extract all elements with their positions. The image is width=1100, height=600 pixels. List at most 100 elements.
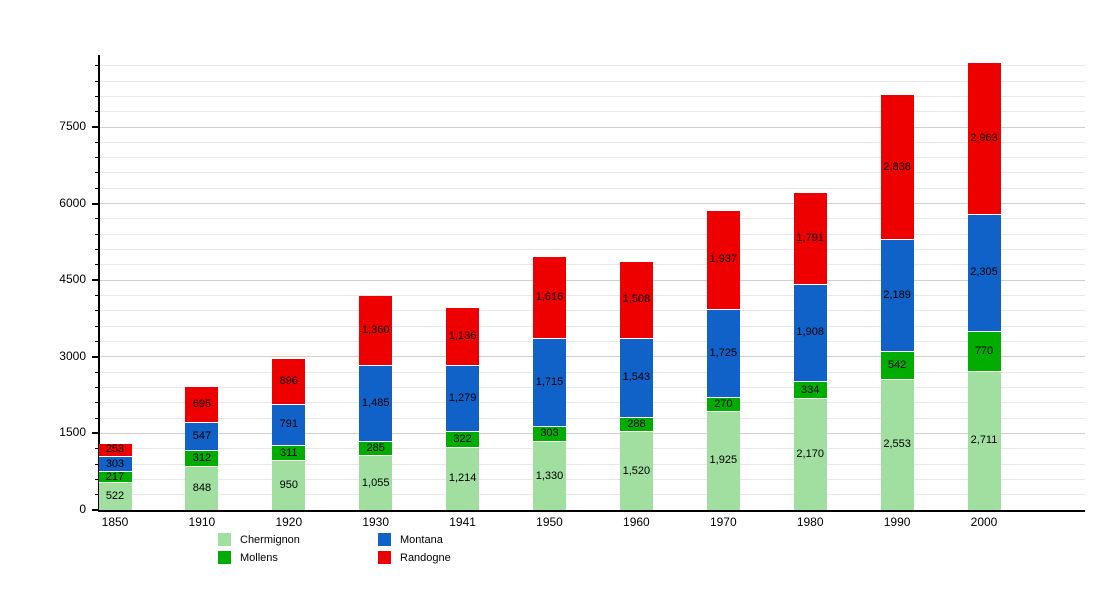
y-axis-tick	[92, 126, 98, 128]
x-tick-label: 2000	[970, 515, 998, 529]
legend-swatch-mollens	[218, 551, 231, 564]
bar-segment-randogne: 1,616	[533, 256, 566, 340]
gridline-major	[100, 356, 1085, 358]
bar-value-label: 2,170	[796, 448, 824, 461]
y-axis-line	[98, 55, 100, 512]
bar-value-label: 303	[540, 427, 559, 440]
gridline-minor	[100, 157, 1085, 159]
x-tick-label: 1941	[449, 515, 476, 529]
gridline-minor	[100, 172, 1085, 174]
x-tick-label: 1850	[101, 515, 129, 529]
y-axis-minor-tick	[95, 402, 98, 404]
bar-segment-mollens: 770	[967, 332, 1001, 372]
bar-segment-chermignon: 1,925	[706, 411, 740, 510]
bar-segment-mollens: 217	[98, 470, 132, 484]
bar-value-label: 770	[974, 344, 994, 357]
y-axis-minor-tick	[95, 478, 98, 480]
bar-value-label: 1,908	[796, 326, 824, 339]
bar-segment-mollens: 285	[359, 441, 393, 457]
x-tick-label: 1910	[188, 515, 216, 529]
bar-segment-randogne: 253	[98, 444, 132, 457]
y-axis-tick	[92, 509, 98, 511]
bar-value-label: 2,553	[883, 438, 911, 451]
gridline-minor	[100, 218, 1085, 220]
bar-value-label: 848	[192, 481, 212, 494]
bar-segment-randogne: 2,963	[967, 63, 1001, 215]
y-axis-minor-tick	[95, 340, 98, 342]
bar-value-label: 322	[453, 432, 472, 445]
bar-value-label: 1,520	[622, 464, 651, 477]
bar-segment-randogne: 1,360	[359, 296, 393, 366]
y-tick-label: 6000	[59, 195, 86, 210]
bar-value-label: 1,214	[448, 472, 477, 485]
bar-segment-randogne: 695	[185, 387, 219, 423]
bar-segment-mollens: 542	[880, 351, 914, 380]
bar-segment-montana: 1,715	[533, 339, 566, 427]
y-axis-minor-tick	[95, 141, 98, 143]
y-axis-tick	[92, 279, 98, 282]
gridline-major	[100, 432, 1085, 434]
gridline-minor	[100, 249, 1085, 251]
x-tick-label: 1950	[536, 515, 563, 529]
bar-segment-chermignon: 1,520	[619, 432, 653, 510]
gridline-minor	[100, 371, 1085, 373]
bar-segment-montana: 791	[272, 405, 306, 446]
bar-value-label: 1,055	[361, 476, 390, 489]
bar-value-label: 217	[105, 470, 125, 483]
bar-segment-mollens: 303	[533, 426, 566, 443]
gridline-minor	[100, 264, 1085, 266]
bar-value-label: 1,508	[622, 293, 651, 306]
bar-segment-montana: 1,485	[359, 365, 393, 442]
bar-value-label: 1,791	[796, 231, 824, 244]
y-axis-tick	[92, 202, 98, 205]
bar-value-label: 522	[105, 490, 125, 503]
bar-segment-mollens: 270	[706, 397, 740, 412]
bar-segment-chermignon: 522	[98, 483, 132, 510]
y-axis-minor-tick	[95, 448, 98, 450]
y-axis-minor-tick	[95, 157, 98, 159]
y-axis-minor-tick	[95, 172, 98, 174]
bar-value-label: 896	[279, 375, 298, 388]
bar-value-label: 1,360	[361, 324, 390, 336]
bar-segment-montana: 1,908	[793, 284, 827, 383]
bar-value-label: 695	[192, 398, 212, 411]
gridline-major	[100, 203, 1085, 205]
bar-segment-randogne: 1,136	[446, 308, 480, 367]
x-tick-label: 1980	[796, 515, 824, 529]
bar-segment-randogne: 1,508	[619, 261, 653, 339]
legend-label-mollens: Mollens	[240, 552, 278, 564]
legend-label-randogne: Randogne	[400, 552, 451, 564]
bar-value-label: 311	[280, 446, 298, 459]
gridline-minor	[100, 233, 1085, 235]
bar-value-label: 334	[801, 383, 820, 396]
y-axis-minor-tick	[95, 494, 98, 496]
gridline-minor	[100, 478, 1085, 480]
gridline-minor	[100, 141, 1085, 143]
x-tick-label: 1920	[275, 515, 303, 529]
bar-segment-randogne: 1,791	[793, 193, 827, 285]
legend-label-montana: Montana	[400, 534, 443, 546]
legend-label-chermignon: Chermignon	[240, 534, 300, 546]
bar-segment-mollens: 334	[793, 382, 827, 400]
x-tick-label: 1960	[623, 515, 650, 529]
bar-segment-montana: 303	[98, 456, 132, 473]
bar-segment-mollens: 311	[272, 445, 306, 462]
y-axis-tick	[92, 355, 98, 358]
bar-value-label: 2,963	[970, 131, 998, 144]
bar-value-label: 542	[887, 358, 907, 371]
bar-segment-montana: 2,189	[880, 240, 914, 352]
bar-value-label: 2,189	[883, 289, 911, 302]
y-tick-label: 1500	[59, 425, 86, 440]
y-tick-label: 4500	[59, 272, 86, 287]
bar-segment-chermignon: 950	[272, 461, 306, 510]
bar-segment-randogne: 2,838	[880, 95, 914, 241]
bar-value-label: 270	[714, 397, 733, 410]
bar-value-label: 950	[279, 479, 298, 492]
gridline-minor	[100, 494, 1085, 496]
bar-segment-montana: 1,543	[619, 338, 653, 418]
gridline-minor	[100, 65, 1085, 67]
bar-value-label: 312	[192, 451, 212, 464]
gridline-minor	[100, 325, 1085, 327]
bar-segment-montana: 1,279	[446, 366, 480, 432]
